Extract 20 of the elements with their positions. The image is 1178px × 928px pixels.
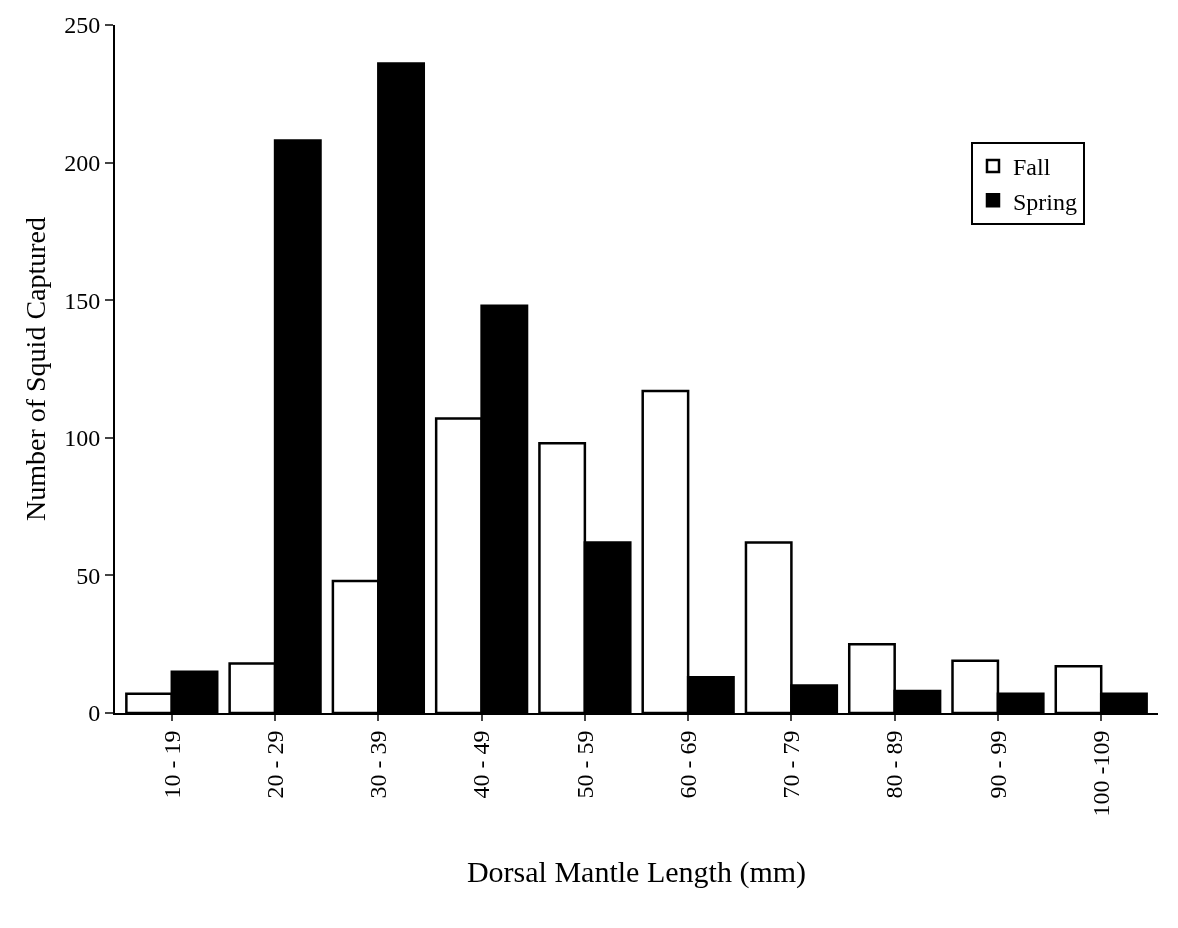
- y-tick-label: 100: [64, 425, 101, 452]
- x-tick-label: 80 - 89: [881, 730, 908, 799]
- x-axis-title: Dorsal Mantle Length (mm): [466, 854, 807, 889]
- x-tick-label: 50 - 59: [571, 730, 598, 799]
- y-tick-label: 50: [76, 562, 101, 589]
- x-tick-label: 60 - 69: [674, 730, 701, 799]
- x-tick-label: 90 - 99: [984, 730, 1011, 799]
- y-tick-label: 0: [88, 700, 101, 727]
- y-axis-title: Number of Squid Captured: [20, 216, 52, 522]
- legend-label: Spring: [1012, 188, 1078, 215]
- legend-label: Fall: [1012, 154, 1051, 181]
- x-tick-label: 20 - 29: [261, 730, 288, 799]
- x-tick-label: 70 - 79: [778, 730, 805, 799]
- x-tick-label: 30 - 39: [365, 730, 392, 799]
- x-tick-label: 100 -109: [1088, 730, 1114, 817]
- y-tick-label: 250: [64, 12, 101, 39]
- y-tick-label: 200: [64, 150, 101, 176]
- x-tick-label: 10 - 19: [158, 730, 185, 799]
- x-tick-label: 40 - 49: [468, 730, 495, 799]
- y-tick-label: 150: [64, 287, 101, 314]
